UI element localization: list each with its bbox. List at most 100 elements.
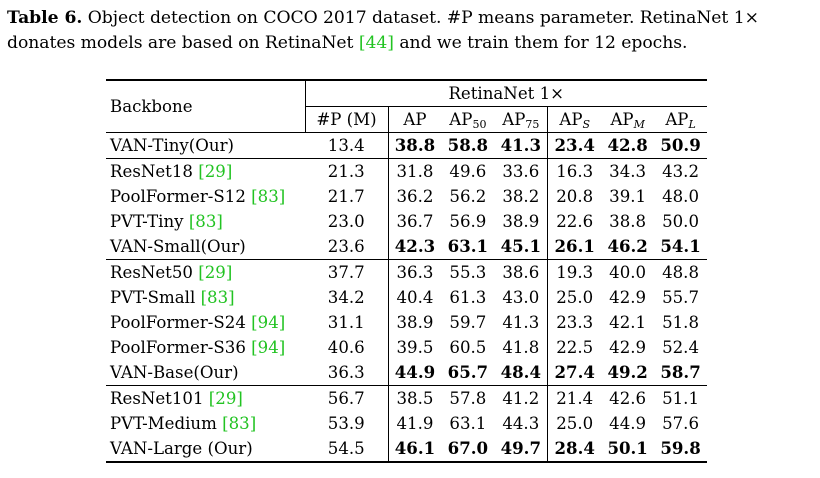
- table-row: PVT-Small [83] 34.2 40.4 61.3 43.0 25.0 42.9 55…: [106, 285, 707, 310]
- apm-cell: 42.1: [609, 313, 647, 332]
- header-row-metrics: #P (M) AP AP50 AP75 APS APM APL: [106, 106, 707, 133]
- ap50-cell: 49.6: [441, 158, 495, 184]
- ap-cell: 36.7: [396, 212, 434, 231]
- aps-cell: 25.0: [547, 411, 602, 436]
- ap50-cell: 60.5: [449, 338, 487, 357]
- backbone-name: VAN-Tiny(Our): [110, 136, 234, 155]
- header-backbone: Backbone: [106, 79, 306, 133]
- table-row: PoolFormer-S12 [83] 21.7 36.2 56.2 38.2 20.8 3…: [106, 184, 707, 209]
- table-caption: Table 6. Object detection on COCO 2017 d…: [7, 6, 813, 56]
- ap75-cell: 41.8: [502, 338, 540, 357]
- apm-cell: 38.8: [609, 212, 647, 231]
- header-ap75-sub: 75: [525, 118, 540, 131]
- ap50-cell: 59.7: [449, 313, 487, 332]
- apm-cell: 46.2: [607, 236, 648, 256]
- results-table-body: Backbone RetinaNet 1× #P (M) AP AP50 AP7…: [106, 79, 707, 463]
- ap75-cell: 38.2: [502, 187, 540, 206]
- apm-cell: 34.3: [601, 158, 655, 184]
- backbone-cell: VAN-Base(Our): [106, 360, 305, 386]
- ap75-cell: 43.0: [502, 288, 540, 307]
- apl-cell: 50.0: [662, 212, 700, 231]
- caption-citation[interactable]: [44]: [358, 33, 394, 53]
- backbone-name: ResNet18: [110, 162, 199, 181]
- apm-cell: 49.2: [607, 362, 648, 382]
- backbone-citation[interactable]: [83]: [200, 288, 235, 307]
- table-row: PVT-Tiny [83] 23.0 36.7 56.9 38.9 22.6 38.8 50.…: [106, 209, 707, 234]
- params-cell: 21.7: [305, 184, 389, 209]
- aps-cell: 28.4: [547, 436, 602, 463]
- header-ap75-base: AP: [502, 110, 526, 129]
- backbone-cell: PoolFormer-S24 [94]: [106, 310, 305, 335]
- backbone-name: ResNet50: [110, 263, 199, 282]
- table-row: ResNet18 [29] 21.3 31.8 49.6 33.6 16.3 34.3 43.…: [106, 158, 707, 184]
- aps-cell: 16.3: [547, 158, 602, 184]
- aps-cell: 23.4: [547, 132, 602, 159]
- ap50-cell: 55.3: [441, 259, 495, 285]
- backbone-citation[interactable]: [29]: [198, 263, 233, 282]
- backbone-cell: ResNet50 [29]: [106, 259, 305, 285]
- backbone-name: PoolFormer-S36: [110, 338, 252, 357]
- backbone-citation[interactable]: [83]: [188, 212, 223, 231]
- backbone-citation[interactable]: [94]: [251, 338, 286, 357]
- aps-cell: 27.4: [547, 360, 602, 386]
- apm-cell: 42.9: [609, 288, 647, 307]
- header-retinanet: RetinaNet 1×: [305, 79, 707, 107]
- ap-cell: 38.8: [388, 132, 442, 159]
- backbone-name: ResNet101: [110, 389, 209, 408]
- backbone-citation[interactable]: [83]: [251, 187, 286, 206]
- header-aps: APS: [547, 106, 602, 133]
- backbone-citation[interactable]: [83]: [222, 414, 257, 433]
- table-row: PoolFormer-S24 [94] 31.1 38.9 59.7 41.3 23.3 4…: [106, 310, 707, 335]
- ap75-cell: 38.6: [494, 259, 548, 285]
- backbone-cell: PoolFormer-S36 [94]: [106, 335, 305, 360]
- table-row: VAN-Large (Our) 54.5 46.1 67.0 49.7 28.4 50.1 5…: [106, 436, 707, 463]
- apl-cell: 59.8: [654, 436, 707, 463]
- table-row: VAN-Small(Our) 23.6 42.3 63.1 45.1 26.1 46.2 54…: [106, 234, 707, 260]
- table-row: PVT-Medium [83] 53.9 41.9 63.1 44.3 25.0 44.9 5…: [106, 411, 707, 436]
- params-cell: 23.0: [305, 209, 389, 234]
- ap75-cell: 45.1: [500, 236, 541, 256]
- params-cell: 40.6: [305, 335, 389, 360]
- params-cell: 53.9: [305, 411, 389, 436]
- header-ap75: AP75: [494, 107, 547, 133]
- apl-cell: 54.1: [660, 236, 701, 256]
- apm-cell: 44.9: [609, 414, 647, 433]
- apl-cell: 51.1: [654, 385, 707, 411]
- params-cell: 37.7: [305, 259, 389, 285]
- caption-text-b: and we train them for 12 epochs.: [393, 33, 688, 53]
- aps-cell: 22.6: [547, 209, 602, 234]
- header-apm: APM: [601, 107, 654, 133]
- backbone-citation[interactable]: [94]: [251, 313, 286, 332]
- aps-cell: 22.5: [547, 335, 602, 360]
- params-cell: 23.6: [305, 234, 389, 260]
- ap75-cell: 49.7: [494, 436, 548, 463]
- apl-cell: 55.7: [662, 288, 700, 307]
- header-apl-sub: L: [688, 118, 696, 131]
- backbone-name: PVT-Small: [110, 288, 201, 307]
- aps-cell: 23.3: [547, 310, 602, 335]
- backbone-cell: PoolFormer-S12 [83]: [106, 184, 305, 209]
- ap50-cell: 65.7: [447, 362, 489, 382]
- ap-cell: 38.5: [388, 385, 442, 411]
- apm-cell: 50.1: [601, 436, 655, 463]
- ap50-cell: 57.8: [441, 385, 495, 411]
- backbone-citation[interactable]: [29]: [208, 389, 243, 408]
- apm-cell: 39.1: [609, 187, 647, 206]
- table-row: VAN-Tiny(Our) 13.4 38.8 58.8 41.3 23.4 42.8 50.…: [106, 132, 707, 159]
- aps-cell: 21.4: [547, 385, 602, 411]
- backbone-citation[interactable]: [29]: [198, 162, 233, 181]
- apl-cell: 43.2: [654, 158, 707, 184]
- ap-cell: 39.5: [396, 338, 434, 357]
- caption-label: Table 6.: [7, 8, 83, 28]
- ap-cell: 44.9: [394, 362, 436, 382]
- params-cell: 34.2: [305, 285, 389, 310]
- header-params: #P (M): [305, 106, 389, 133]
- table-row: PoolFormer-S36 [94] 40.6 39.5 60.5 41.8 22.5 4…: [106, 335, 707, 360]
- header-apm-sub: M: [633, 118, 645, 131]
- caption-text-a: Object detection on COCO 2017 dataset. #…: [7, 8, 759, 53]
- backbone-cell: ResNet18 [29]: [106, 158, 305, 184]
- backbone-name: PVT-Medium: [110, 414, 223, 433]
- ap75-cell: 41.3: [494, 132, 548, 159]
- backbone-cell: VAN-Small(Our): [106, 234, 305, 260]
- backbone-name: PoolFormer-S24: [110, 313, 252, 332]
